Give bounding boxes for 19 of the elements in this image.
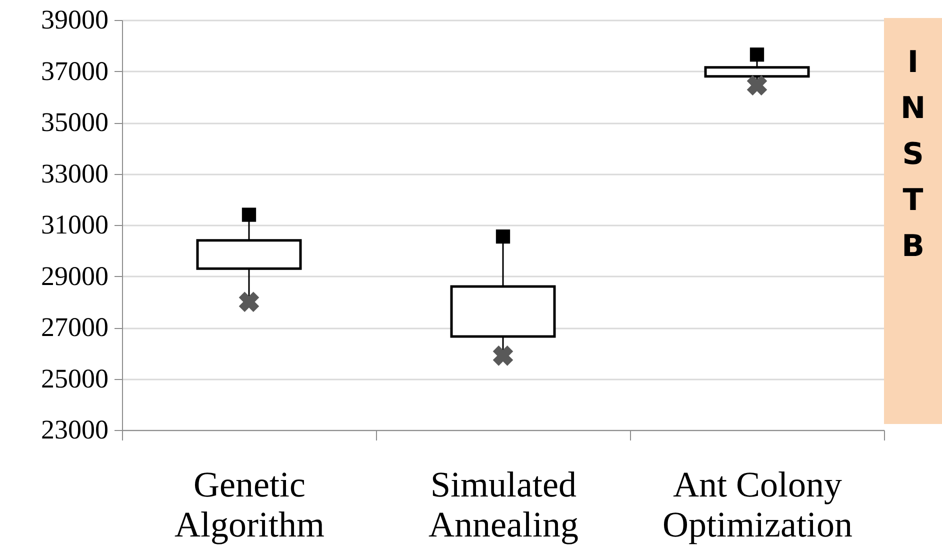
y-tick-label: 27000 [41,312,108,342]
y-tick-label: 33000 [41,158,108,188]
point [496,229,510,244]
point [238,292,260,312]
x-tick-label: Simulated Annealing [428,464,578,544]
y-tick-label: 35000 [41,107,108,137]
point [746,75,768,96]
point [242,208,256,222]
text: INSTB [899,44,927,266]
point [492,346,514,366]
y-tick-label: 31000 [41,210,108,240]
point [750,48,764,62]
y-tick-label: 39000 [41,4,108,34]
y-tick-label: 37000 [41,56,108,86]
y-tick-label: 25000 [41,363,108,394]
x-tick-label: Ant Colony Optimization [662,464,852,544]
x-tick-label: Genetic Algorithm [174,464,324,544]
y-tick-label: 23000 [41,414,108,444]
y-tick-label: 29000 [41,260,108,291]
